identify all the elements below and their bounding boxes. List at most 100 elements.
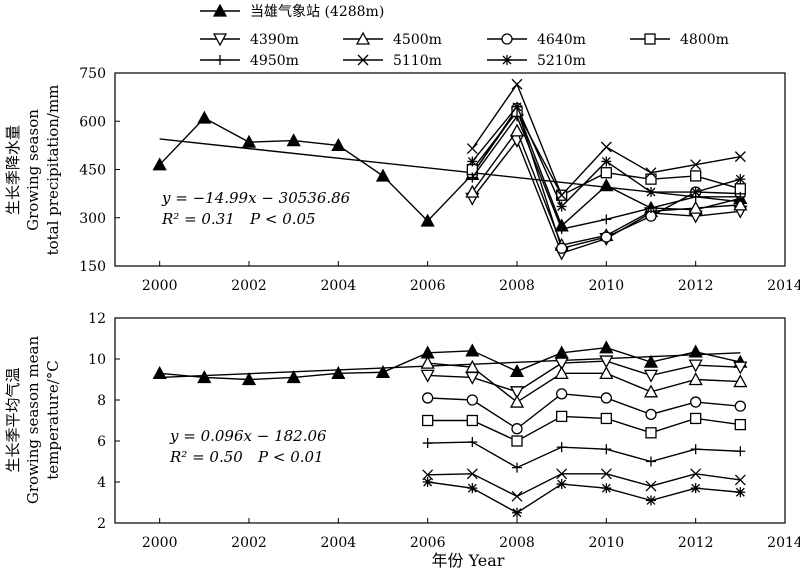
data-point [645, 427, 657, 439]
trend-line [159, 138, 741, 203]
data-point [601, 444, 612, 455]
data-point [735, 487, 746, 498]
legend: 当雄气象站 (4288m) 4390m 4500m 4640m 4800m 4950m 51… [200, 3, 729, 69]
data-point [466, 468, 478, 480]
data-point [331, 138, 346, 152]
data-point [734, 418, 746, 431]
data-point [600, 231, 612, 243]
data-point [241, 134, 257, 148]
legend-item: 4950m [200, 53, 299, 69]
legend-item: 当雄气象站 (4288m) [200, 3, 384, 20]
legend-marker [644, 33, 656, 45]
y-axis-title-cn: 生长季平均气温 [4, 367, 22, 472]
data-point [197, 370, 212, 384]
data-point [599, 355, 614, 369]
data-point [422, 438, 433, 449]
y-tick-label: 2 [97, 516, 106, 532]
data-point [422, 392, 434, 404]
x-tick-label: 2002 [231, 535, 267, 551]
data-point [422, 477, 433, 487]
data-point [554, 365, 569, 380]
data-point [465, 343, 480, 357]
data-point [556, 388, 568, 400]
data-point [512, 101, 522, 112]
data-point [735, 191, 746, 202]
legend-marker [215, 55, 225, 65]
legend-label: 5210m [537, 53, 586, 69]
p-value: P < 0.05 [249, 210, 316, 228]
regression-equation: y = 0.096x − 182.06 [169, 427, 327, 445]
series-3 [422, 388, 746, 435]
legend-label: 4390m [250, 32, 299, 48]
p-value: P < 0.01 [257, 448, 324, 466]
x-tick-label: 2000 [142, 535, 178, 551]
x-tick-label: 2012 [678, 278, 714, 294]
legend-label: 4500m [393, 32, 442, 48]
data-point [420, 369, 435, 383]
data-point [734, 151, 746, 163]
data-point [601, 483, 612, 494]
data-point [646, 456, 656, 467]
data-point [688, 200, 703, 214]
data-point [509, 394, 525, 408]
legend-marker [212, 33, 228, 47]
legend-marker [212, 3, 228, 17]
data-point [734, 474, 746, 486]
data-point [601, 156, 612, 167]
data-point [688, 344, 703, 358]
y-tick-label: 4 [97, 475, 106, 491]
data-point [466, 414, 478, 427]
series-5 [422, 437, 746, 473]
legend-label: 当雄气象站 (4288m) [250, 4, 384, 20]
y-tick-label: 450 [79, 163, 106, 179]
data-point [467, 483, 478, 494]
data-point [511, 490, 523, 502]
data-point [646, 203, 656, 214]
x-tick-label: 2004 [321, 278, 357, 294]
data-point [466, 143, 478, 155]
x-tick-label: 2000 [142, 278, 178, 294]
x-tick-label: 2010 [589, 278, 625, 294]
data-point [467, 172, 478, 183]
data-point [331, 365, 346, 380]
data-point [509, 123, 525, 137]
y-tick-label: 10 [88, 352, 106, 368]
x-axis-title: 年份 Year [432, 551, 505, 570]
legend-label: 5110m [393, 53, 442, 69]
series-0 [152, 340, 748, 386]
legend-marker [355, 31, 371, 45]
x-tick-label: 2006 [410, 278, 446, 294]
y-axis-title-en-line2: total precipitation/mm [44, 85, 62, 256]
data-point [286, 133, 301, 147]
temperature-panel: 2000 2002 2004 2006 2008 2010 2012 2014 2 4 6 8 10 12… [4, 311, 800, 551]
data-point [467, 156, 478, 167]
y-tick-label: 150 [79, 259, 106, 275]
y-tick-label: 300 [79, 211, 106, 227]
data-point [286, 370, 301, 384]
series-1 [420, 355, 748, 400]
series-0 [152, 102, 748, 232]
r-squared: R² = 0.31 [161, 210, 235, 228]
data-point [420, 213, 435, 227]
data-point [511, 423, 523, 435]
x-tick-label: 2014 [767, 278, 800, 294]
x-tick-label: 2012 [678, 535, 714, 551]
y-tick-label: 6 [97, 434, 106, 450]
series-line [427, 393, 741, 430]
legend-label: 4640m [537, 32, 586, 48]
data-point [688, 372, 703, 386]
regression-equation: y = −14.99x − 30536.86 [161, 189, 351, 207]
series-2 [420, 355, 748, 408]
data-point [556, 468, 568, 480]
y-axis-title-cn: 生长季降水量 [4, 125, 22, 215]
y-tick-label: 12 [88, 311, 106, 327]
data-point [556, 442, 567, 453]
data-point [690, 159, 702, 171]
legend-item: 5210m [487, 53, 586, 69]
data-point [152, 365, 167, 380]
series-line [427, 362, 741, 403]
x-tick-label: 2010 [589, 535, 625, 551]
y-axis-title-en-line1: Growing season [24, 109, 42, 231]
data-point [645, 480, 657, 492]
